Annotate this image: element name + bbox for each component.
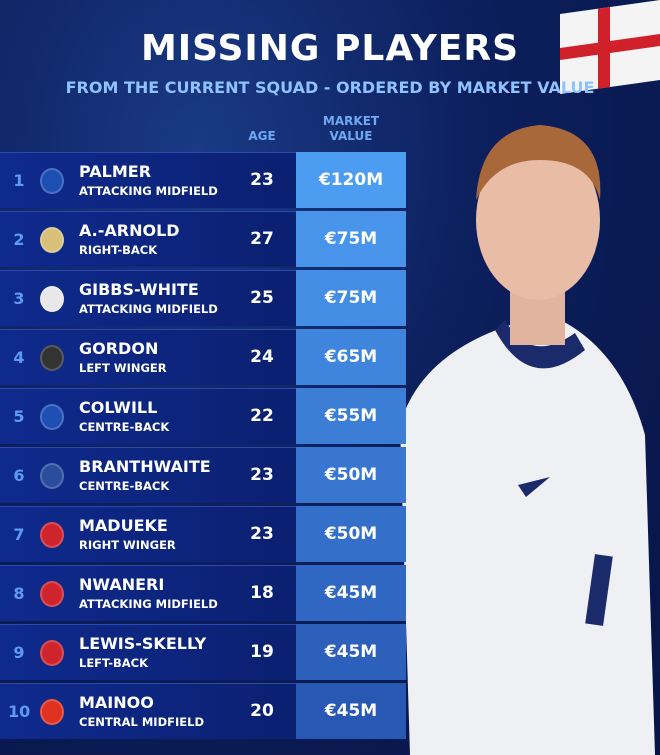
man-utd-crest-icon <box>40 699 64 725</box>
player-position: RIGHT WINGER <box>79 538 176 552</box>
market-value: €45M <box>296 624 406 680</box>
player-row: 2 A.-ARNOLD RIGHT-BACK 27 <box>0 211 296 267</box>
player-row: 4 GORDON LEFT WINGER 24 <box>0 329 296 385</box>
player-name: BRANTHWAITE <box>79 457 211 476</box>
player-age: 22 <box>250 406 274 426</box>
rank: 8 <box>13 584 25 603</box>
real-madrid-crest-icon <box>40 227 64 253</box>
player-position: CENTRE-BACK <box>79 479 170 493</box>
player-row: 8 NWANERI ATTACKING MIDFIELD 18 <box>0 565 296 621</box>
market-value-header: MARKET VALUE <box>322 114 380 143</box>
arsenal-crest-icon <box>40 581 64 607</box>
player-age: 23 <box>250 465 274 485</box>
player-age: 20 <box>250 701 274 721</box>
player-age: 19 <box>250 642 274 662</box>
rank: 7 <box>13 525 25 544</box>
player-name: LEWIS-SKELLY <box>79 634 207 653</box>
player-age: 18 <box>250 583 274 603</box>
market-value: €65M <box>296 329 406 385</box>
player-row: 7 MADUEKE RIGHT WINGER 23 <box>0 506 296 562</box>
player-position: CENTRE-BACK <box>79 420 170 434</box>
player-age: 23 <box>250 170 274 190</box>
market-value: €50M <box>296 506 406 562</box>
rank: 9 <box>13 643 25 662</box>
player-position: ATTACKING MIDFIELD <box>79 184 218 198</box>
arsenal-crest-icon <box>40 522 64 548</box>
player-position: CENTRAL MIDFIELD <box>79 715 204 729</box>
player-name: MAINOO <box>79 693 154 712</box>
player-age: 23 <box>250 524 274 544</box>
player-age: 25 <box>250 288 274 308</box>
player-name: A.-ARNOLD <box>79 221 180 240</box>
page-title: MISSING PLAYERS <box>140 28 520 69</box>
player-position: ATTACKING MIDFIELD <box>79 597 218 611</box>
player-name: COLWILL <box>79 398 158 417</box>
player-row: 6 BRANTHWAITE CENTRE-BACK 23 <box>0 447 296 503</box>
player-name: NWANERI <box>79 575 165 594</box>
everton-crest-icon <box>40 463 64 489</box>
player-row: 3 GIBBS-WHITE ATTACKING MIDFIELD 25 <box>0 270 296 326</box>
rank: 3 <box>13 289 25 308</box>
rank: 4 <box>13 348 25 367</box>
rank: 10 <box>8 702 31 721</box>
player-age: 24 <box>250 347 274 367</box>
market-value: €75M <box>296 211 406 267</box>
market-value: €50M <box>296 447 406 503</box>
nottingham-forest-crest-icon <box>40 286 64 312</box>
market-value: €55M <box>296 388 406 444</box>
market-value: €75M <box>296 270 406 326</box>
chelsea-crest-icon <box>40 168 64 194</box>
age-header: AGE <box>248 129 276 143</box>
player-age: 27 <box>250 229 274 249</box>
player-position: LEFT-BACK <box>79 656 148 670</box>
player-row: 1 PALMER ATTACKING MIDFIELD 23 <box>0 152 296 208</box>
player-row: 9 LEWIS-SKELLY LEFT-BACK 19 <box>0 624 296 680</box>
player-position: RIGHT-BACK <box>79 243 158 257</box>
player-name: PALMER <box>79 162 152 181</box>
market-value: €45M <box>296 683 406 739</box>
newcastle-crest-icon <box>40 345 64 371</box>
player-position: LEFT WINGER <box>79 361 167 375</box>
rank: 1 <box>13 171 25 190</box>
arsenal-crest-icon <box>40 640 64 666</box>
market-value: €45M <box>296 565 406 621</box>
player-photo <box>400 125 655 755</box>
player-position: ATTACKING MIDFIELD <box>79 302 218 316</box>
rank: 5 <box>13 407 25 426</box>
player-name: MADUEKE <box>79 516 168 535</box>
chelsea-crest-icon <box>40 404 64 430</box>
player-name: GIBBS-WHITE <box>79 280 199 299</box>
page-subtitle: FROM THE CURRENT SQUAD - ORDERED BY MARK… <box>65 78 595 97</box>
player-name: GORDON <box>79 339 159 358</box>
rank: 2 <box>13 230 25 249</box>
rank: 6 <box>13 466 25 485</box>
player-row: 10 MAINOO CENTRAL MIDFIELD 20 <box>0 683 296 739</box>
player-row: 5 COLWILL CENTRE-BACK 22 <box>0 388 296 444</box>
market-value: €120M <box>296 152 406 208</box>
